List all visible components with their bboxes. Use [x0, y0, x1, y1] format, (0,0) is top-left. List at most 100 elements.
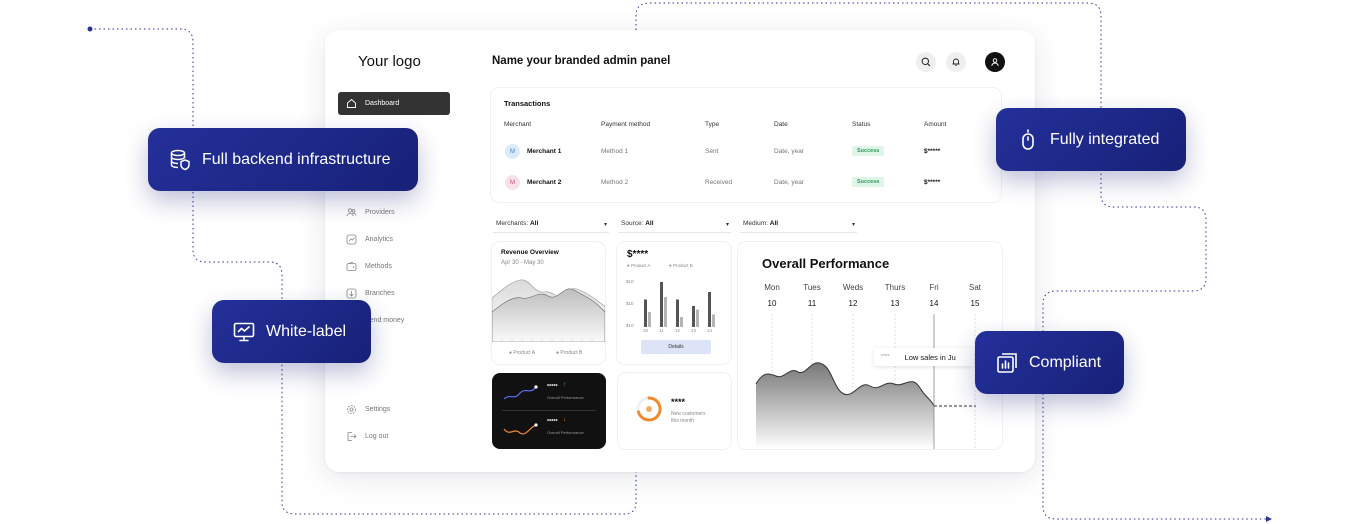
- filter-label: Merchants:: [496, 220, 529, 227]
- date-label: 12: [848, 299, 858, 308]
- day-label[interactable]: Fri: [929, 283, 939, 292]
- trend-up-icon: ↑: [563, 382, 566, 388]
- date-label: 10: [767, 299, 777, 308]
- sidebar-item-providers[interactable]: Providers: [338, 201, 450, 224]
- customers-label: New customers: [671, 411, 706, 417]
- sidebar-item-label: Send money: [365, 317, 405, 324]
- revenue-area-chart: [492, 279, 605, 342]
- sidebar-item-label: Analytics: [365, 236, 394, 243]
- filter-value: All: [645, 220, 654, 227]
- customers-label: this month: [671, 418, 695, 424]
- performance-title: Overall Performance: [762, 256, 890, 271]
- revenue-range: Apr 30 - May 30: [501, 260, 544, 266]
- customers-value: ****: [671, 397, 686, 407]
- transaction-type: Received: [705, 179, 733, 186]
- payment-method: Method 2: [601, 179, 629, 186]
- sidebar-item-dashboard[interactable]: Dashboard: [338, 92, 450, 115]
- database-shield-icon: [168, 148, 192, 172]
- metric-label: Overall Performance: [547, 395, 584, 400]
- home-icon: [346, 98, 357, 109]
- column-header: Amount: [924, 121, 947, 128]
- badge-white-label: White-label: [212, 300, 371, 363]
- column-header: Type: [705, 121, 720, 128]
- date-label: 13: [890, 299, 900, 308]
- day-label[interactable]: Thurs: [884, 283, 906, 292]
- legend-product-b: ● Product B: [669, 263, 693, 268]
- metric-value: *****: [547, 384, 558, 390]
- sidebar-item-logout[interactable]: Log out: [338, 425, 450, 448]
- wallet-icon: [346, 261, 357, 272]
- y-tick: $10: [626, 279, 634, 284]
- merchant-name[interactable]: Merchant 2: [527, 179, 562, 186]
- chevron-down-icon: ▾: [725, 222, 729, 228]
- overall-performance-card: Overall Performance Mon 10 Tues 11 Weds 12 Thu…: [738, 242, 1002, 449]
- sidebar-item-branches[interactable]: Branches: [338, 282, 450, 305]
- user-avatar-button[interactable]: [985, 52, 1005, 72]
- bar-product-b: [696, 309, 699, 327]
- day-label[interactable]: Mon: [764, 283, 780, 292]
- chevron-down-icon: ▾: [851, 222, 855, 228]
- trend-down-icon: ↓: [563, 417, 566, 423]
- x-tick: 11: [659, 328, 664, 333]
- bell-icon: [952, 58, 960, 66]
- x-tick: 14: [707, 328, 713, 333]
- branch-icon: [346, 288, 357, 299]
- chart-tooltip: **** Low sales in Ju: [874, 348, 974, 366]
- notifications-button[interactable]: [946, 52, 966, 72]
- bar-product-a: [708, 292, 711, 327]
- status-badge: Success: [852, 146, 885, 156]
- divider: [502, 410, 596, 411]
- sparkline-orange: [503, 423, 538, 435]
- x-tick: 12: [675, 328, 681, 333]
- day-label[interactable]: Tues: [803, 283, 821, 292]
- chart-line-icon: [346, 234, 357, 245]
- status-badge: Success: [852, 177, 885, 187]
- tooltip-text: Low sales in Ju: [904, 352, 956, 362]
- payment-method: Method 1: [601, 148, 629, 155]
- bar-product-b: [664, 297, 667, 327]
- medium-filter[interactable]: Medium: All ▾: [740, 217, 857, 233]
- new-customers-card: **** New customers this month: [618, 373, 731, 449]
- revenue-overview-card: Revenue Overview Apr 30 - May 30 ● Produ…: [492, 242, 605, 364]
- sidebar-item-analytics[interactable]: Analytics: [338, 228, 450, 251]
- day-label[interactable]: Weds: [842, 283, 864, 292]
- merchant-avatar: M: [505, 144, 520, 159]
- merchants-filter[interactable]: Merchants: All ▾: [493, 217, 609, 233]
- sidebar-item-send-money[interactable]: Send money: [338, 309, 450, 332]
- sidebar-item-settings[interactable]: Settings: [338, 398, 450, 421]
- bar-chart: [644, 282, 715, 327]
- source-filter[interactable]: Source: All ▾: [618, 217, 731, 233]
- transaction-date: Date, year: [774, 179, 804, 186]
- sidebar-item-label: Branches: [365, 290, 395, 297]
- badge-compliant: Compliant: [975, 331, 1124, 394]
- day-label[interactable]: Sat: [968, 283, 981, 292]
- bar-product-b: [648, 312, 651, 327]
- filter-label: Source:: [621, 220, 644, 227]
- badge-label: White-label: [266, 322, 347, 340]
- bar-product-a: [692, 306, 695, 327]
- search-icon: [921, 57, 931, 67]
- legend-product-a: ● Product A: [627, 263, 651, 268]
- metric-label: Overall Performance: [547, 430, 584, 435]
- y-tick: $10: [626, 301, 634, 306]
- sidebar-item-methods[interactable]: Methods: [338, 255, 450, 278]
- bar-chart-card: $**** ● Product A ● Product B $10 $10 $1…: [617, 242, 731, 364]
- performance-area-chart: [755, 314, 976, 449]
- search-button[interactable]: [916, 52, 936, 72]
- bar-report-icon: [995, 351, 1019, 375]
- badge-label: Fully integrated: [1050, 130, 1160, 148]
- date-label: 11: [807, 299, 817, 308]
- merchant-name[interactable]: Merchant 1: [527, 148, 562, 155]
- transaction-type: Sent: [705, 148, 719, 155]
- column-header: Merchant: [504, 121, 532, 128]
- bar-product-a: [644, 299, 647, 327]
- bar-product-b: [712, 314, 715, 327]
- filter-value: All: [529, 220, 539, 227]
- transaction-amount: $*****: [924, 179, 941, 186]
- sidebar-item-label: Providers: [365, 209, 395, 216]
- badge-label: Full backend infrastructure: [202, 150, 391, 168]
- bar-product-a: [676, 299, 679, 327]
- details-button[interactable]: Details: [641, 340, 711, 354]
- merchant-avatar: M: [505, 175, 520, 190]
